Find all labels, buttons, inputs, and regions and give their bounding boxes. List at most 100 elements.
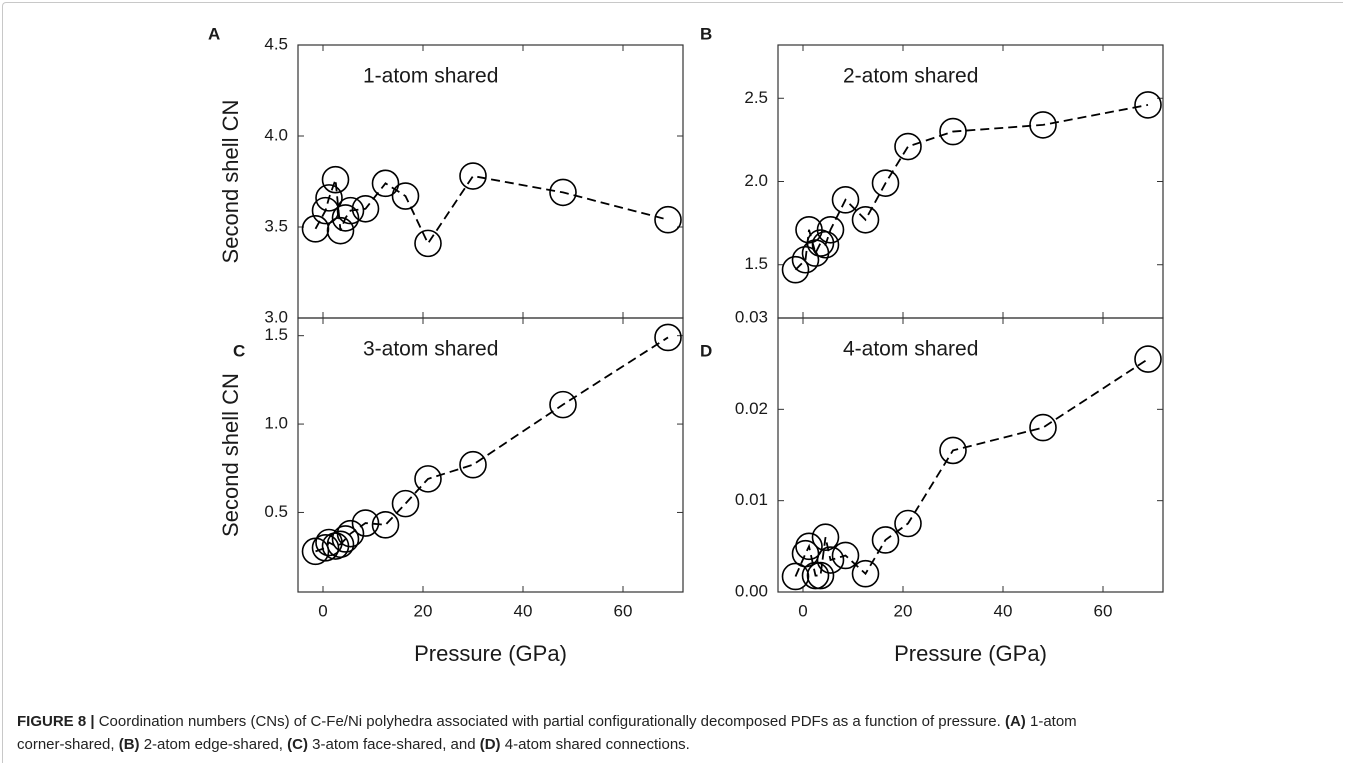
data-point — [791, 245, 820, 274]
x-tick-label: 20 — [894, 601, 913, 620]
data-point — [549, 390, 577, 419]
annotation: 1-atom shared — [363, 65, 498, 88]
data-point — [939, 117, 967, 146]
data-point — [851, 559, 880, 588]
caption-text: corner-shared, — [17, 736, 119, 753]
y-tick-label: 1.0 — [264, 414, 288, 433]
data-point — [336, 519, 365, 548]
data-point — [831, 541, 860, 570]
y-tick-label: 3.5 — [264, 216, 288, 235]
data-point — [851, 205, 880, 234]
annotation: 3-atom shared — [363, 338, 498, 361]
caption-bold: FIGURE 8 | — [17, 713, 95, 730]
data-point — [321, 165, 350, 194]
y-tick-label: 4.5 — [264, 34, 288, 53]
y-tick-label: 0.01 — [735, 490, 768, 509]
data-point — [871, 169, 900, 197]
caption-text: 3-atom face-shared, and — [307, 736, 480, 753]
data-point — [781, 562, 810, 591]
annotation: 4-atom shared — [843, 338, 978, 361]
x-tick-label: 20 — [414, 601, 433, 620]
y-tick-label: 2.5 — [744, 88, 768, 107]
data-line — [314, 175, 669, 246]
data-point — [1134, 345, 1162, 373]
data-line — [794, 104, 1149, 271]
data-point — [331, 525, 360, 553]
panel-label: C — [233, 341, 245, 360]
data-point — [336, 196, 365, 225]
data-point — [831, 186, 860, 214]
data-point — [371, 511, 400, 539]
data-point — [459, 162, 487, 190]
data-point — [301, 215, 330, 243]
panel-label: D — [700, 341, 712, 360]
data-line — [315, 336, 669, 553]
panel-label: B — [700, 24, 712, 43]
panel-label: A — [208, 24, 220, 43]
data-point — [459, 450, 487, 479]
y-tick-label: 1.5 — [264, 325, 288, 344]
data-point — [311, 196, 340, 225]
data-point — [391, 182, 420, 210]
annotation: 2-atom shared — [843, 65, 978, 88]
data-point — [371, 169, 400, 198]
figure: 3.0 3.5 4.0 4.5 A 1-atom shared Second shell C… — [208, 24, 1164, 666]
data-point — [816, 215, 845, 244]
y-tick-label: 0.02 — [735, 399, 768, 418]
caption-text: 4-atom shared connections. — [500, 736, 690, 753]
data-point — [816, 546, 845, 574]
data-point — [391, 489, 420, 518]
caption-line: FIGURE 8 | Coordination numbers (CNs) of… — [17, 710, 1337, 733]
data-point — [894, 509, 922, 538]
data-point — [1134, 91, 1162, 119]
y-tick-label: 0.00 — [735, 581, 768, 600]
data-point — [811, 230, 840, 259]
x-tick-label: 0 — [318, 601, 327, 620]
data-line — [794, 358, 1149, 577]
x-tick-label: 0 — [798, 601, 807, 620]
caption-text: Coordination numbers (CNs) of C-Fe/Ni po… — [94, 713, 1005, 730]
y-tick-label: 3.0 — [264, 307, 288, 326]
caption-line: corner-shared, (B) 2-atom edge-shared, (… — [17, 733, 1337, 756]
caption-bold: (B) — [118, 736, 140, 753]
y-tick-label: 2.0 — [744, 171, 768, 190]
y-tick-label: 0.5 — [264, 502, 288, 521]
data-point — [1029, 413, 1057, 442]
x-tick-label: 60 — [614, 601, 633, 620]
data-point — [414, 465, 442, 493]
y-tick-label: 0.03 — [735, 307, 768, 326]
data-point — [806, 561, 835, 590]
data-point — [811, 523, 840, 552]
x-tick-label: 40 — [514, 601, 533, 620]
data-point — [894, 132, 922, 161]
data-point — [801, 561, 830, 590]
caption: FIGURE 8 | Coordination numbers (CNs) of… — [17, 710, 1337, 756]
data-point — [414, 229, 442, 258]
caption-bold: (A) — [1004, 713, 1026, 730]
caption-text: 1-atom — [1025, 713, 1077, 730]
caption-bold: (C) — [287, 736, 308, 753]
data-point — [351, 509, 380, 537]
data-point — [315, 184, 343, 212]
y-tick-label: 1.5 — [744, 254, 768, 273]
data-point — [939, 436, 967, 465]
x-axis-label: Pressure (GPa) — [414, 641, 567, 666]
y-tick-label: 4.0 — [264, 125, 288, 144]
plot-frame — [777, 317, 1164, 593]
data-point — [654, 323, 682, 352]
data-point — [871, 526, 900, 554]
x-tick-label: 40 — [994, 601, 1013, 620]
x-axis-label: Pressure (GPa) — [894, 641, 1047, 666]
data-point — [331, 204, 360, 232]
data-point — [311, 534, 340, 562]
data-point — [326, 530, 355, 559]
data-point — [351, 195, 380, 223]
y-axis-label: Second shell CN — [218, 373, 243, 537]
data-point — [795, 532, 823, 561]
caption-bold: (D) — [479, 736, 501, 753]
data-point — [781, 255, 810, 284]
y-axis-label: Second shell CN — [218, 100, 243, 264]
data-point — [1029, 111, 1057, 139]
